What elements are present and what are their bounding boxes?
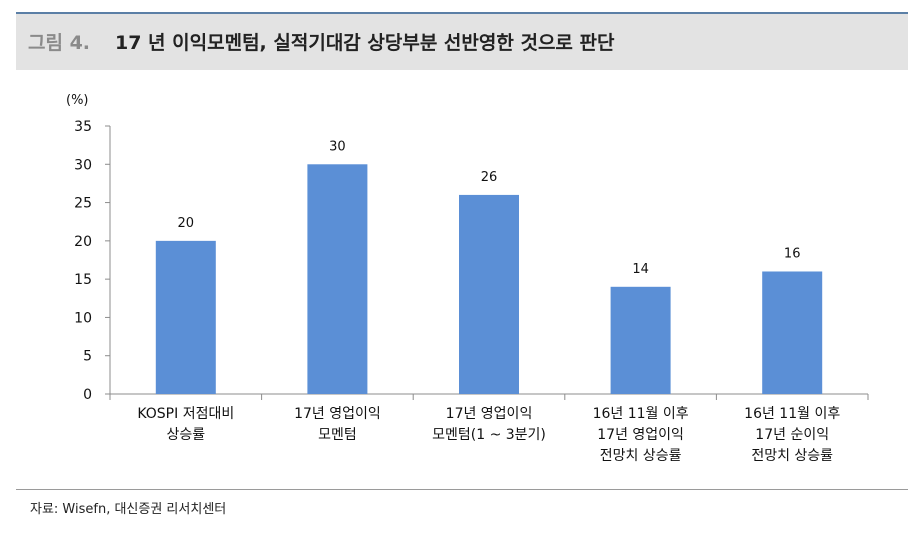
bar [307,164,368,394]
category-label: KOSPI 저점대비 상승률 [137,406,234,443]
bar [155,240,216,394]
data-label: 16 [784,246,801,261]
y-tick-label: 10 [74,310,92,326]
data-label: 20 [178,216,195,231]
data-label: 30 [329,139,346,154]
source-note: 자료: Wisefn, 대신증권 리서치센터 [30,502,227,517]
figure-header: 그림 4. 17 년 이익모멘텀, 실적기대감 상당부분 선반영한 것으로 판단 [16,12,908,70]
figure-title: 17 년 이익모멘텀, 실적기대감 상당부분 선반영한 것으로 판단 [115,32,615,54]
bar [762,271,823,394]
bar [610,286,671,394]
chart-labels: 20 KOSPI 저점대비 상승률 30 17년 영업이익 모멘텀 26 17년 영업이익 모멘… [137,139,840,464]
y-tick-label: 35 [74,119,92,135]
category-label: 17년 영업이익 모멘텀(1 ~ 3분기) [432,406,546,443]
category-label: 16년 11월 이후 17년 순이익 전망치 상승률 [744,406,840,464]
data-label: 14 [632,262,649,277]
data-label: 26 [481,170,498,185]
y-tick-label: 0 [83,387,92,403]
figure-label: 그림 4. [28,32,91,54]
source-divider [16,489,908,490]
y-axis-unit-label: (%) [66,93,89,108]
bar [459,194,519,394]
y-tick-label: 15 [74,272,92,288]
category-label: 17년 영업이익 모멘텀 [294,406,381,443]
category-label: 16년 11월 이후 17년 영업이익 전망치 상승률 [593,406,689,464]
chart-bars [155,164,823,394]
bar-chart: 0 5 10 15 20 25 30 35 20 KOSPI 저점대비 상승률 30 17년 영업이익… [74,119,869,464]
y-tick-label: 30 [74,157,92,173]
y-tick-label: 20 [74,234,92,250]
y-tick-label: 25 [74,196,92,212]
y-tick-label: 5 [83,349,92,365]
